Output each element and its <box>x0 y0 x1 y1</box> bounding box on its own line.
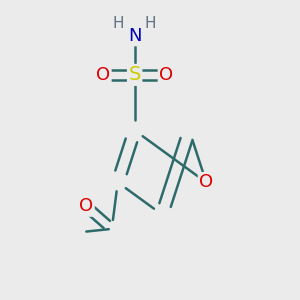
Text: O: O <box>159 66 173 84</box>
Text: N: N <box>128 27 141 45</box>
Text: H: H <box>145 16 156 31</box>
Text: S: S <box>128 65 141 84</box>
Text: H: H <box>112 16 124 31</box>
Text: O: O <box>96 66 110 84</box>
Text: O: O <box>79 197 93 215</box>
Text: O: O <box>199 173 213 191</box>
